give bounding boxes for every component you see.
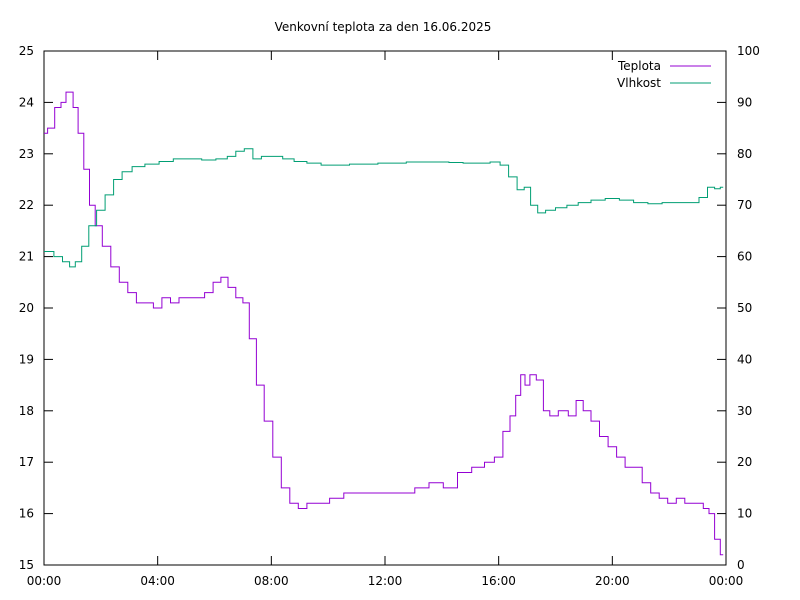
left-tick-label: 21	[19, 250, 34, 264]
series-line-vlhkost	[44, 148, 724, 268]
legend: Teplota Vlhkost	[617, 59, 711, 90]
legend-label-vlhkost: Vlhkost	[617, 76, 661, 90]
left-tick-label: 15	[19, 558, 34, 572]
chart-title: Venkovní teplota za den 16.06.2025	[275, 20, 492, 34]
left-tick-label: 23	[19, 147, 34, 161]
left-tick-label: 18	[19, 404, 34, 418]
right-tick-label: 80	[737, 147, 752, 161]
left-tick-label: 25	[19, 44, 34, 58]
right-y-axis: 0 10 20 30 40 50 60 70 80 90 100	[717, 44, 760, 572]
left-tick-label: 19	[19, 352, 34, 366]
x-tick-label: 08:00	[254, 574, 289, 588]
left-tick-label: 16	[19, 507, 34, 521]
x-tick-label: 04:00	[140, 574, 175, 588]
x-tick-label: 20:00	[595, 574, 630, 588]
x-tick-label: 12:00	[368, 574, 403, 588]
x-tick-label: 00:00	[709, 574, 744, 588]
x-tick-label: 16:00	[481, 574, 516, 588]
series-line-teplota	[44, 91, 724, 556]
legend-label-teplota: Teplota	[617, 59, 661, 73]
x-tick-label: 00:00	[27, 574, 62, 588]
left-tick-label: 20	[19, 301, 34, 315]
x-axis: 00:00 04:00 08:00 12:00 16:00 20:00 00:00	[27, 51, 744, 588]
right-tick-label: 60	[737, 250, 752, 264]
right-tick-label: 100	[737, 44, 760, 58]
left-tick-label: 17	[19, 455, 34, 469]
right-tick-label: 90	[737, 95, 752, 109]
right-tick-label: 50	[737, 301, 752, 315]
left-y-axis: 15 16 17 18 19 20 21 22 23 24 25	[19, 44, 53, 572]
right-tick-label: 10	[737, 507, 752, 521]
right-tick-label: 70	[737, 198, 752, 212]
left-tick-label: 22	[19, 198, 34, 212]
left-tick-label: 24	[19, 95, 34, 109]
right-tick-label: 20	[737, 455, 752, 469]
right-tick-label: 0	[737, 558, 745, 572]
right-tick-label: 30	[737, 404, 752, 418]
right-tick-label: 40	[737, 352, 752, 366]
series-layer	[44, 91, 724, 556]
